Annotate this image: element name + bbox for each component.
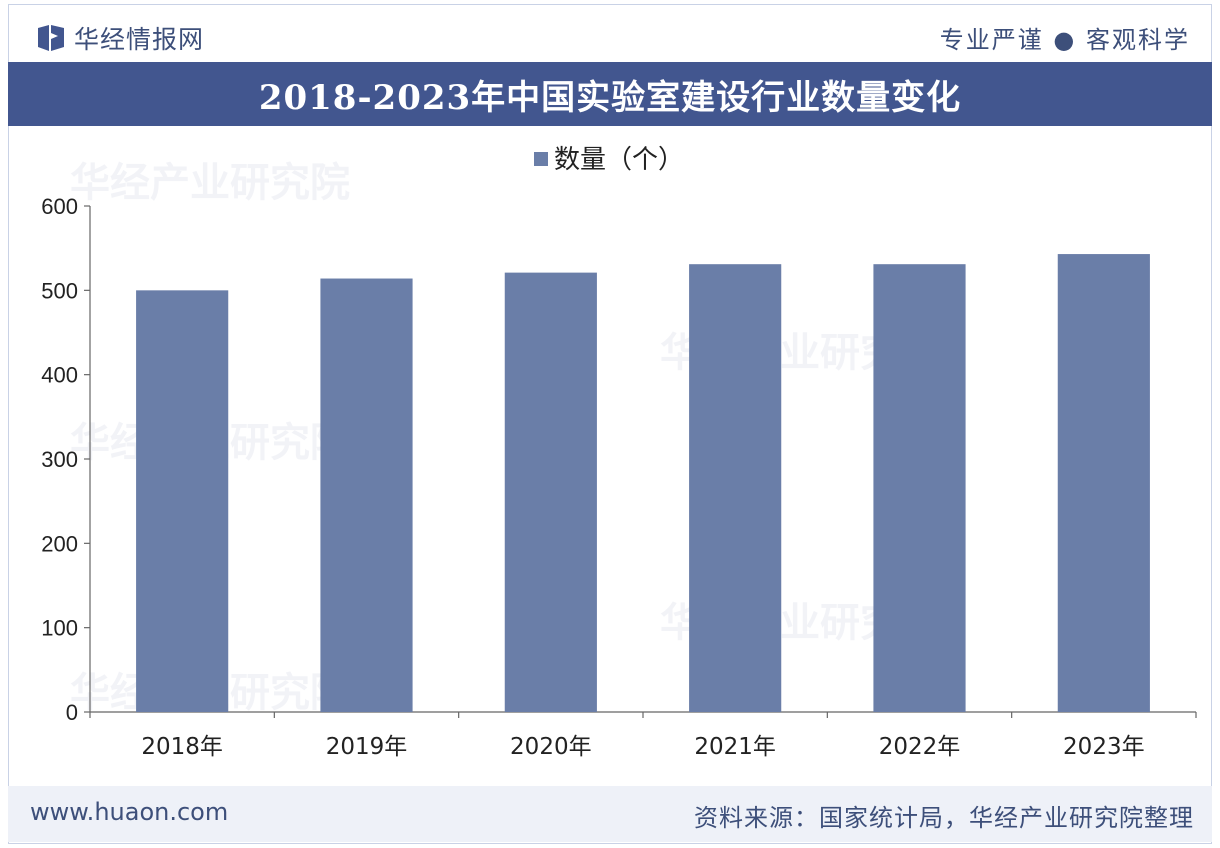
y-tick-label: 500 [41, 278, 78, 303]
brand-logo: 华经情报网 [36, 20, 204, 56]
y-tick-label: 0 [66, 700, 78, 725]
chart-frame [8, 4, 1212, 844]
legend-swatch [534, 152, 548, 166]
x-tick-label: 2019年 [326, 734, 408, 760]
bar [1057, 254, 1150, 712]
x-tick-label: 2018年 [141, 734, 223, 760]
chart-area: 数量（个） 0 100 200 300 400 500 600 2018年 2019年 2020年 2… [8, 130, 1212, 780]
slogan: 专业严谨 ● 客观科学 [939, 26, 1190, 54]
brand-name: 华经情报网 [74, 25, 205, 54]
x-tick-label: 2021年 [694, 734, 776, 760]
bar-chart: 数量（个） 0 100 200 300 400 500 600 2018年 2019年 2020年 2… [41, 145, 1197, 760]
bar [504, 272, 597, 712]
y-tick-label: 200 [41, 531, 78, 556]
x-tick-label: 2022年 [879, 734, 961, 760]
legend-label: 数量（个） [554, 145, 684, 175]
footer: www.huaon.com 资料来源：国家统计局，华经产业研究院整理 [8, 786, 1212, 842]
x-tick-label: 2020年 [510, 734, 592, 760]
bar [689, 264, 782, 712]
y-tick-label: 600 [41, 194, 78, 219]
bar [873, 264, 966, 712]
footer-url[interactable]: www.huaon.com [30, 798, 229, 826]
chart-title: 2018-2023年中国实验室建设行业数量变化 [258, 77, 962, 118]
y-tick-label: 400 [41, 363, 78, 388]
bar [136, 290, 229, 712]
book-icon [38, 25, 64, 51]
bar [320, 278, 413, 712]
header-bar: 华经情报网 专业严谨 ● 客观科学 [8, 6, 1212, 60]
y-tick-label: 100 [41, 616, 78, 641]
x-tick-label: 2023年 [1063, 734, 1145, 760]
footer-source: 资料来源：国家统计局，华经产业研究院整理 [694, 804, 1194, 832]
title-bar: 2018-2023年中国实验室建设行业数量变化 [8, 62, 1212, 126]
y-tick-label: 300 [41, 447, 78, 472]
legend: 数量（个） [534, 145, 684, 175]
